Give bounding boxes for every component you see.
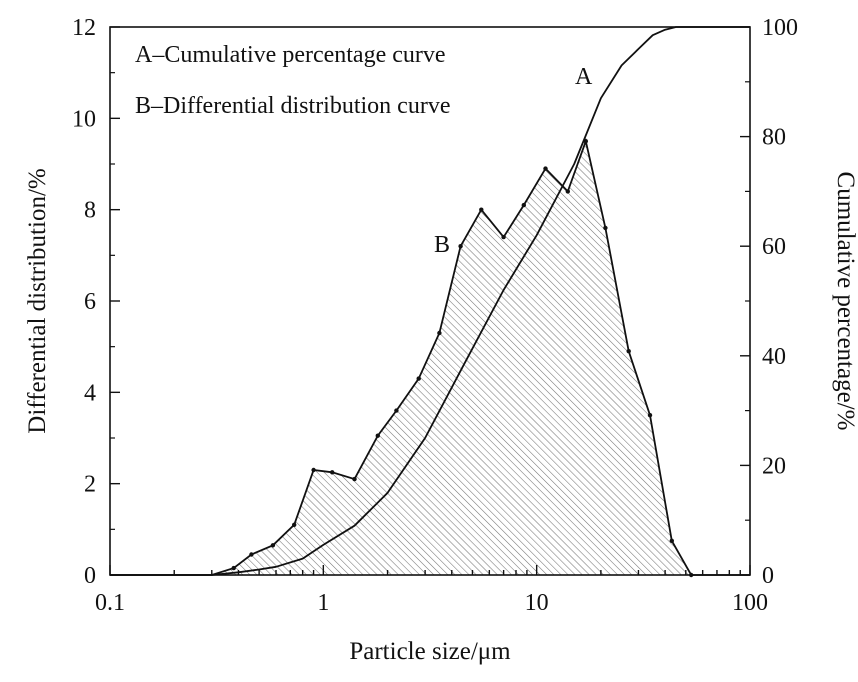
y-right-tick-label: 80 <box>762 125 786 151</box>
tick-layer <box>109 26 751 576</box>
y-axis-right-title: Cumulative percentage/% <box>832 172 858 431</box>
series-b-point <box>375 433 380 438</box>
legend-entry-b: B–Differential distribution curve <box>135 93 450 119</box>
series-a-line <box>110 26 750 576</box>
x-tick-label: 1 <box>317 590 329 616</box>
series-b-point <box>521 202 526 208</box>
series-b-point <box>437 330 442 336</box>
series-b-point <box>352 476 357 482</box>
series-b-point <box>270 543 276 548</box>
series-b-point <box>669 538 674 543</box>
legend-entry-a: A–Cumulative percentage curve <box>135 42 446 68</box>
y-left-tick-label: 0 <box>84 563 96 589</box>
series-b-point <box>458 244 463 249</box>
series-b-point <box>543 166 548 171</box>
series-b-point <box>647 413 653 418</box>
series-b-point <box>249 552 254 557</box>
y-left-tick-label: 8 <box>84 198 96 224</box>
area-layer <box>110 141 750 575</box>
series-b-point <box>479 207 484 212</box>
y-right-tick-label: 100 <box>762 15 798 41</box>
series-b-point <box>603 225 608 231</box>
series-b-point <box>416 376 421 381</box>
y-right-tick-label: 0 <box>762 563 774 589</box>
series-b-point <box>565 189 570 194</box>
series-b-point <box>292 522 297 527</box>
y-right-tick-label: 20 <box>762 453 786 479</box>
series-b-area <box>110 141 750 575</box>
series-b-point <box>231 565 236 571</box>
curve-layer <box>110 26 750 578</box>
y-left-tick-label: 12 <box>72 15 96 41</box>
y-axis-left-title: Differential distribution/% <box>24 168 51 433</box>
x-tick-label: 100 <box>732 590 768 616</box>
y-left-tick-label: 6 <box>84 289 96 315</box>
x-tick-label: 10 <box>525 590 549 616</box>
series-b-point <box>311 467 316 473</box>
y-right-tick-label: 40 <box>762 344 786 370</box>
x-axis-title: Particle size/μm <box>349 638 511 665</box>
y-left-tick-label: 2 <box>84 472 96 498</box>
series-b-point <box>394 408 399 413</box>
series-b-point <box>626 349 631 354</box>
x-tick-label: 0.1 <box>95 590 125 616</box>
series-b-point <box>330 470 335 475</box>
y-left-tick-label: 10 <box>72 106 96 132</box>
series-b-point <box>501 234 506 240</box>
curve-label-a: A <box>575 64 593 90</box>
y-right-tick-label: 60 <box>762 234 786 260</box>
series-b-line <box>110 137 750 576</box>
curve-label-b: B <box>434 232 450 258</box>
y-left-tick-label: 4 <box>84 380 96 406</box>
